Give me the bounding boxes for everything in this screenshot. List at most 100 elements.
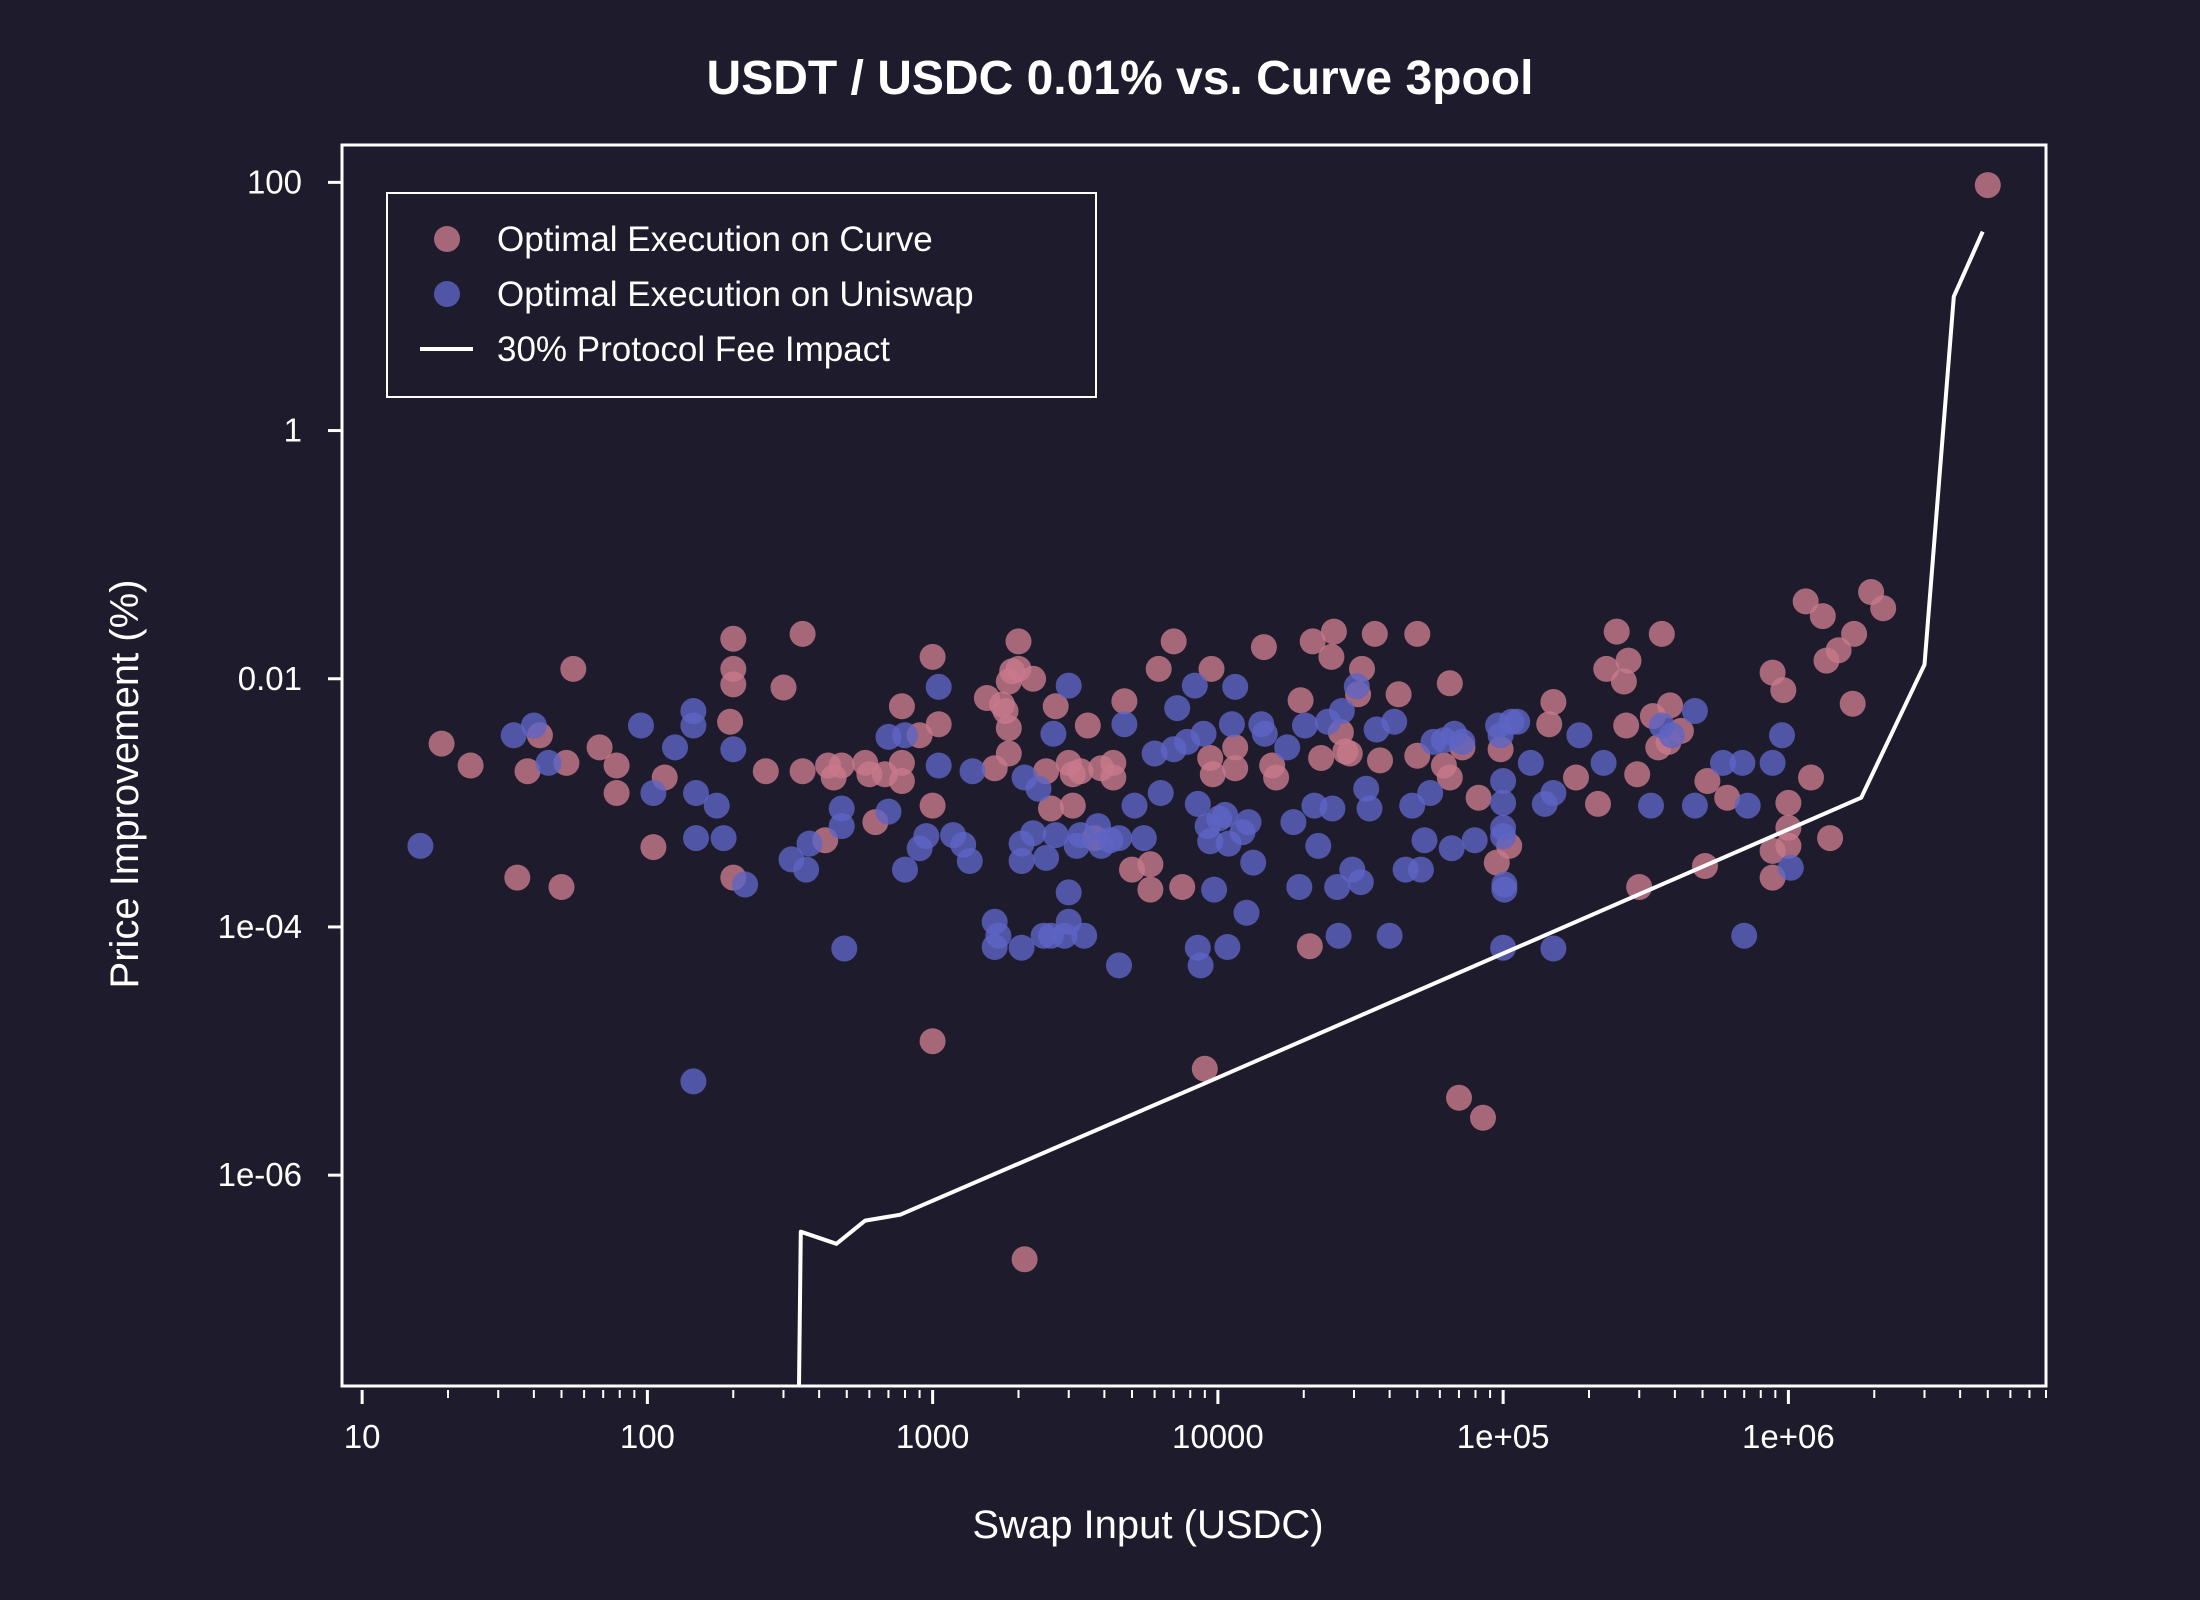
curve-point (1137, 851, 1164, 878)
curve-point (1613, 712, 1640, 739)
uniswap-point (1164, 695, 1191, 722)
curve-point (1222, 734, 1249, 761)
curve-point (1465, 784, 1492, 811)
y-tick-label: 1 (284, 412, 302, 449)
uniswap-point (710, 825, 737, 852)
uniswap-point (925, 752, 952, 779)
uniswap-point (1055, 672, 1082, 699)
curve-point (1775, 789, 1802, 816)
x-tick-label: 100 (620, 1418, 675, 1455)
curve-point (1169, 874, 1196, 900)
uniswap-point (1417, 780, 1444, 806)
curve-point (548, 874, 575, 900)
x-tick-label: 1e+05 (1457, 1418, 1550, 1455)
uniswap-point (1759, 749, 1786, 776)
uniswap-point (1042, 822, 1069, 849)
y-tick-label: 100 (247, 163, 302, 200)
y-tick-label: 1e-04 (218, 908, 302, 945)
uniswap-point (959, 758, 986, 785)
legend: Optimal Execution on Curve Optimal Execut… (386, 192, 1097, 398)
legend-label: 30% Protocol Fee Impact (497, 330, 890, 369)
legend-curve-marker (434, 226, 460, 252)
uniswap-point (1218, 711, 1245, 738)
curve-point (1287, 687, 1314, 714)
scatter-points (407, 172, 2001, 1273)
curve-point (1446, 1084, 1472, 1111)
uniswap-point (1540, 935, 1567, 962)
curve-point (1615, 647, 1642, 674)
uniswap-point (956, 848, 983, 874)
uniswap-point (1233, 899, 1260, 926)
uniswap-point (1343, 673, 1370, 700)
curve-point (752, 758, 779, 785)
uniswap-point (1240, 849, 1267, 876)
uniswap-point (1411, 827, 1438, 854)
protocol-fee-line (797, 230, 1985, 1387)
curve-point (1191, 1055, 1218, 1082)
curve-point (888, 768, 915, 794)
uniswap-point (831, 935, 858, 962)
y-axis: 1e-06 1e-04 0.01 1 100 (218, 163, 342, 1193)
curve-point (1775, 832, 1802, 859)
uniswap-point (640, 780, 667, 806)
x-axis: 10 100 1000 10000 1e+05 1e+06 (344, 1390, 2047, 1455)
curve-point (828, 752, 855, 779)
curve-point (720, 671, 747, 698)
uniswap-point (1490, 823, 1517, 850)
uniswap-point (1251, 720, 1278, 747)
uniswap-point (1033, 844, 1060, 871)
curve-point (1694, 768, 1721, 794)
curve-point (717, 708, 744, 735)
uniswap-point (1438, 835, 1465, 862)
uniswap-point (985, 922, 1012, 949)
curve-point (504, 864, 531, 891)
uniswap-point (1008, 848, 1035, 874)
curve-point (1563, 764, 1589, 791)
uniswap-point (1040, 720, 1067, 747)
curve-point (1145, 655, 1172, 682)
legend-label: Optimal Execution on Uniswap (497, 275, 974, 314)
x-tick-label: 10000 (1172, 1418, 1264, 1455)
uniswap-point (1280, 809, 1307, 836)
uniswap-point (683, 780, 709, 806)
uniswap-point (1106, 825, 1132, 852)
uniswap-point (1734, 792, 1761, 819)
uniswap-point (683, 825, 709, 852)
curve-point (1657, 692, 1684, 719)
curve-point (514, 758, 541, 785)
uniswap-point (1055, 879, 1082, 906)
uniswap-point (1324, 874, 1351, 900)
curve-point (1250, 634, 1277, 661)
x-tick-label: 1000 (896, 1418, 969, 1455)
uniswap-point (1184, 790, 1211, 817)
uniswap-point (720, 736, 747, 763)
uniswap-point (1325, 922, 1352, 949)
curve-point (888, 693, 915, 720)
curve-point (1011, 1246, 1038, 1273)
uniswap-point (1328, 698, 1355, 724)
uniswap-point (1407, 856, 1434, 883)
plot-frame (340, 143, 2048, 1388)
uniswap-point (1590, 749, 1617, 776)
curve-point (1809, 603, 1836, 630)
curve-point (428, 730, 455, 757)
curve-point (603, 752, 630, 779)
curve-point (1320, 618, 1347, 645)
x-tick-label: 10 (344, 1418, 381, 1455)
curve-point (1074, 712, 1101, 739)
curve-point (1361, 620, 1388, 647)
curve-point (1714, 784, 1741, 811)
curve-point (1470, 1104, 1496, 1131)
uniswap-point (1504, 708, 1531, 735)
curve-point (640, 834, 667, 861)
curve-point (1610, 668, 1637, 695)
uniswap-point (628, 712, 654, 739)
uniswap-point (1540, 780, 1567, 806)
curve-point (789, 758, 816, 785)
uniswap-point (1356, 795, 1383, 822)
curve-point (1792, 588, 1819, 615)
y-tick-label: 0.01 (238, 660, 302, 697)
curve-point (1296, 933, 1323, 960)
curve-point (1436, 764, 1463, 791)
curve-point (1536, 711, 1563, 738)
